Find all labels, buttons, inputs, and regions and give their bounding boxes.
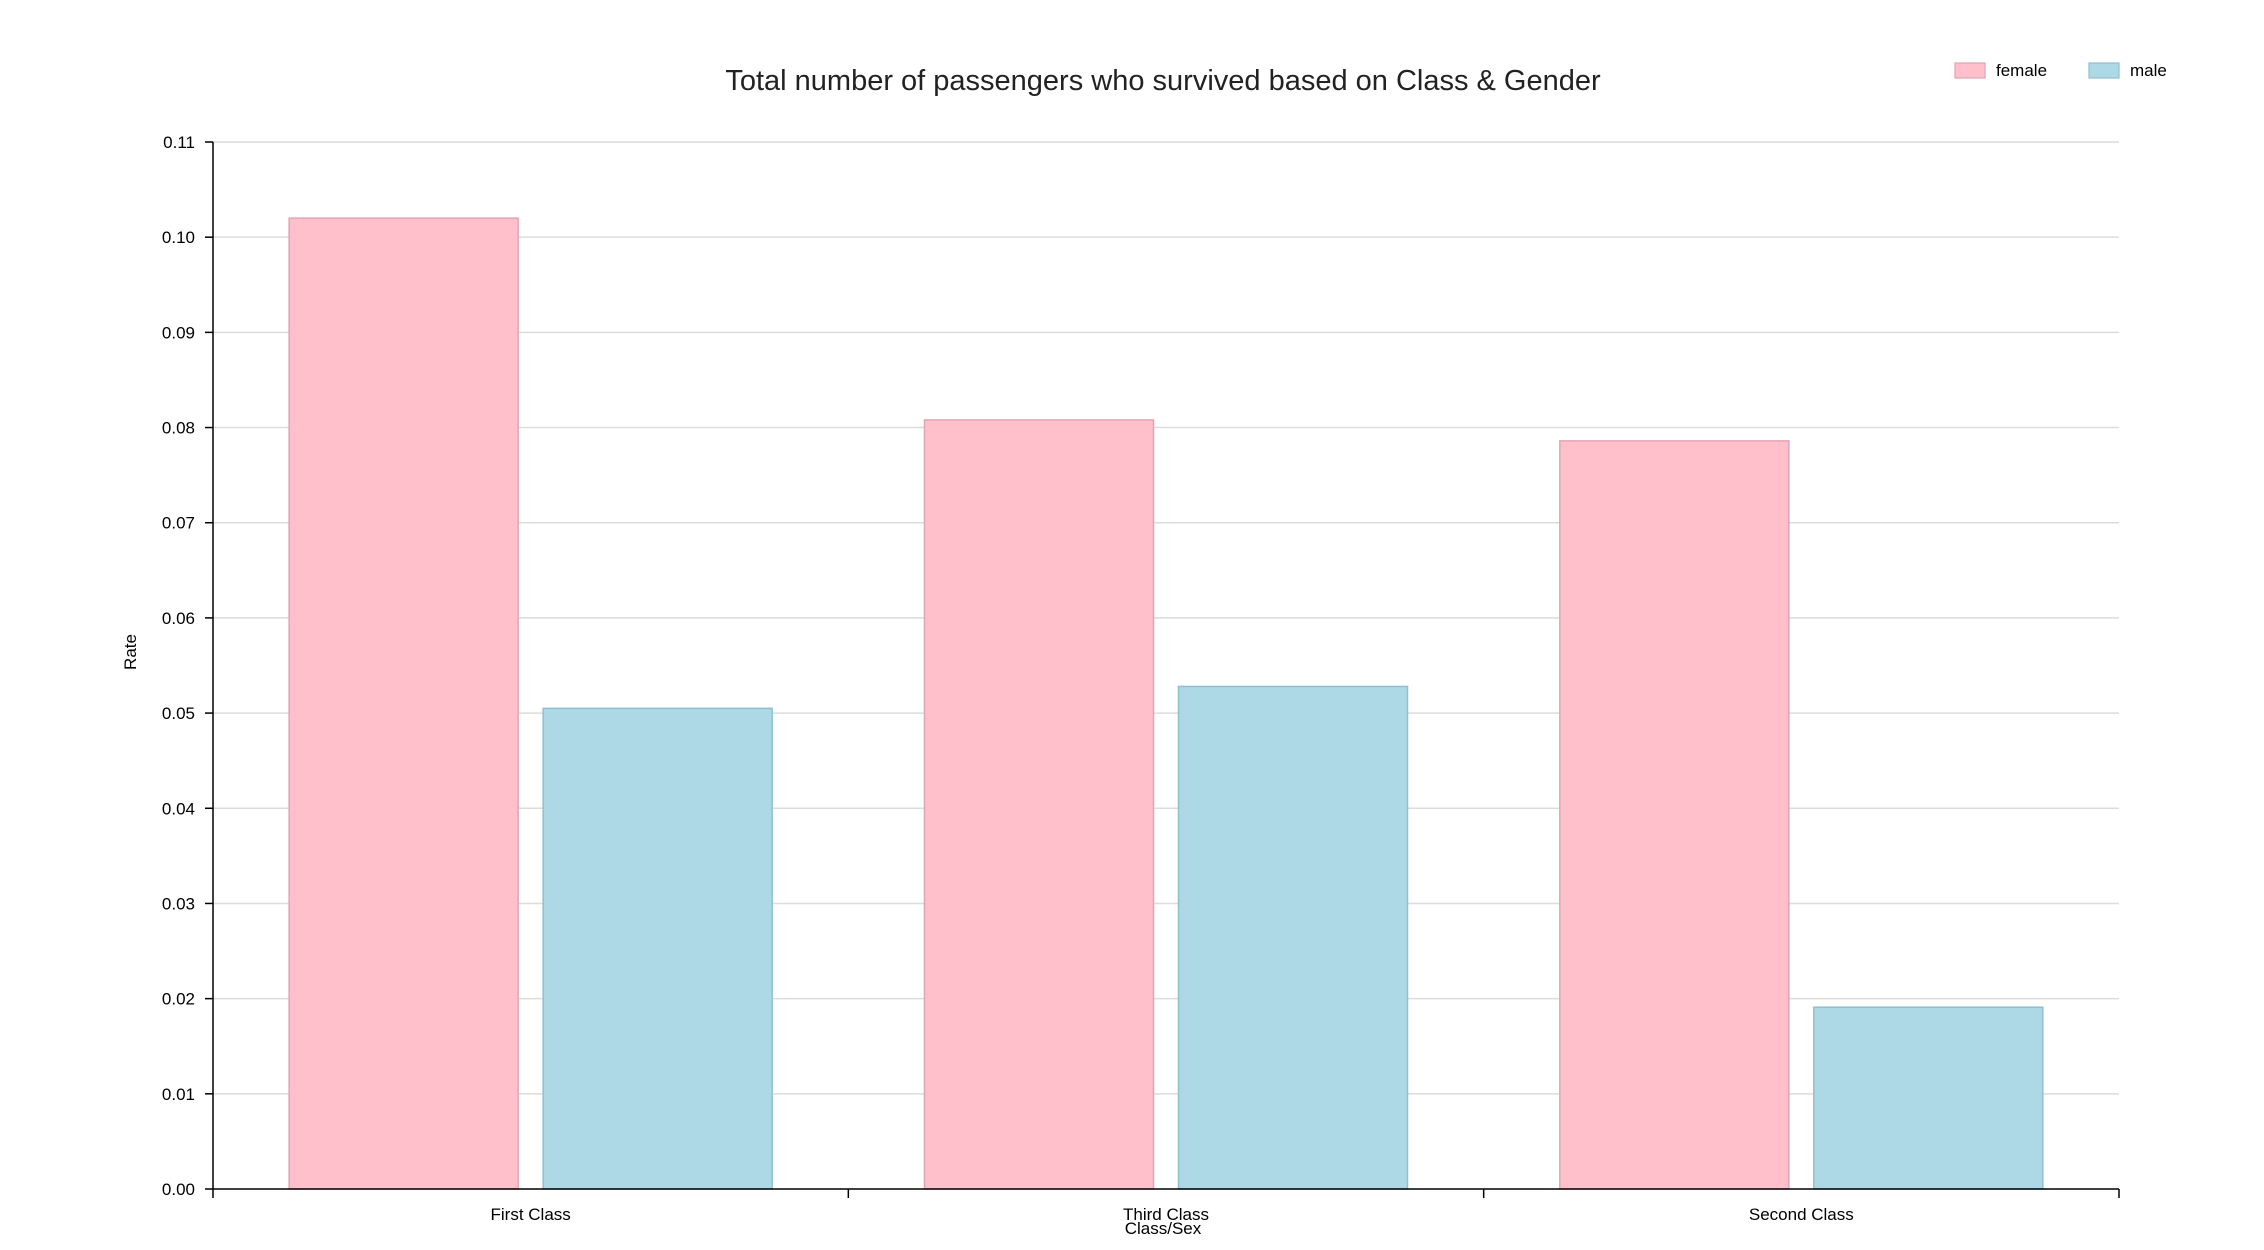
legend: female male xyxy=(1954,61,2167,80)
x-tick-label: Third Class xyxy=(1123,1205,1209,1224)
y-tick-label: 0.08 xyxy=(162,419,195,438)
y-tick-label: 0.10 xyxy=(162,228,195,247)
x-tick-label: Second Class xyxy=(1749,1205,1854,1224)
y-tick-label: 0.01 xyxy=(162,1085,195,1104)
chart-title: Total number of passengers who survived … xyxy=(725,65,1601,97)
grid xyxy=(213,141,2119,1095)
y-tick-label: 0.09 xyxy=(162,323,195,342)
y-tick-label: 0.04 xyxy=(162,799,195,818)
bar-male xyxy=(1813,1006,2044,1190)
legend-label-male: male xyxy=(2130,61,2167,80)
bar-female xyxy=(923,419,1155,1190)
bar-male xyxy=(542,707,773,1190)
legend-label-female: female xyxy=(1996,61,2047,80)
y-tick-label: 0.05 xyxy=(162,704,195,723)
x-axis-label: Class/Sex xyxy=(1125,1219,1202,1238)
x-tick-label: First Class xyxy=(491,1205,571,1224)
legend-swatch-female xyxy=(1954,62,1986,79)
bar-female xyxy=(288,217,519,1190)
bar-female xyxy=(1559,440,1790,1190)
y-tick-label: 0.03 xyxy=(162,894,195,913)
y-tick-label: 0.02 xyxy=(162,990,195,1009)
bar-male xyxy=(1177,685,1409,1190)
y-tick-label: 0.07 xyxy=(162,514,195,533)
bars xyxy=(288,217,2044,1190)
y-tick-label: 0.00 xyxy=(162,1180,195,1199)
y-tick-label: 0.06 xyxy=(162,609,195,628)
axes: 0.00 0.01 0.02 0.03 0.04 0.05 0.06 0.07 0.08 0.09… xyxy=(162,133,2120,1224)
y-tick-label: 0.11 xyxy=(163,133,195,152)
y-axis-label: Rate xyxy=(121,634,140,670)
legend-swatch-male xyxy=(2088,62,2120,79)
